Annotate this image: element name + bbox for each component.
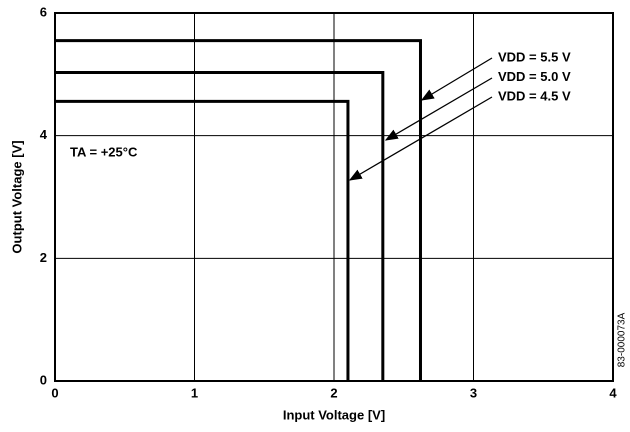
x-tick-label: 3 (470, 385, 477, 400)
y-tick-label: 6 (40, 4, 47, 19)
y-axis-label: Output Voltage [V] (9, 140, 24, 253)
arrow (384, 77, 493, 141)
series-line (55, 70, 385, 381)
annotation: TA = +25°C (70, 144, 138, 159)
y-tick-label: 2 (40, 250, 47, 265)
series-line (55, 39, 422, 381)
x-axis-label: Input Voltage [V] (283, 407, 385, 422)
series-label: VDD = 4.5 V (498, 88, 571, 103)
plot-frame (54, 12, 614, 382)
annotation: 83-000073A (617, 312, 628, 367)
x-tick-label: 2 (330, 385, 337, 400)
series-line (55, 99, 350, 381)
y-tick-label: 4 (40, 127, 48, 142)
series-label: VDD = 5.0 V (498, 69, 571, 84)
arrow (420, 57, 493, 101)
series-label: VDD = 5.5 V (498, 49, 571, 64)
x-tick-label: 0 (51, 385, 58, 400)
x-tick-label: 1 (191, 385, 198, 400)
y-tick-label: 0 (40, 372, 47, 387)
x-tick-label: 4 (609, 385, 617, 400)
